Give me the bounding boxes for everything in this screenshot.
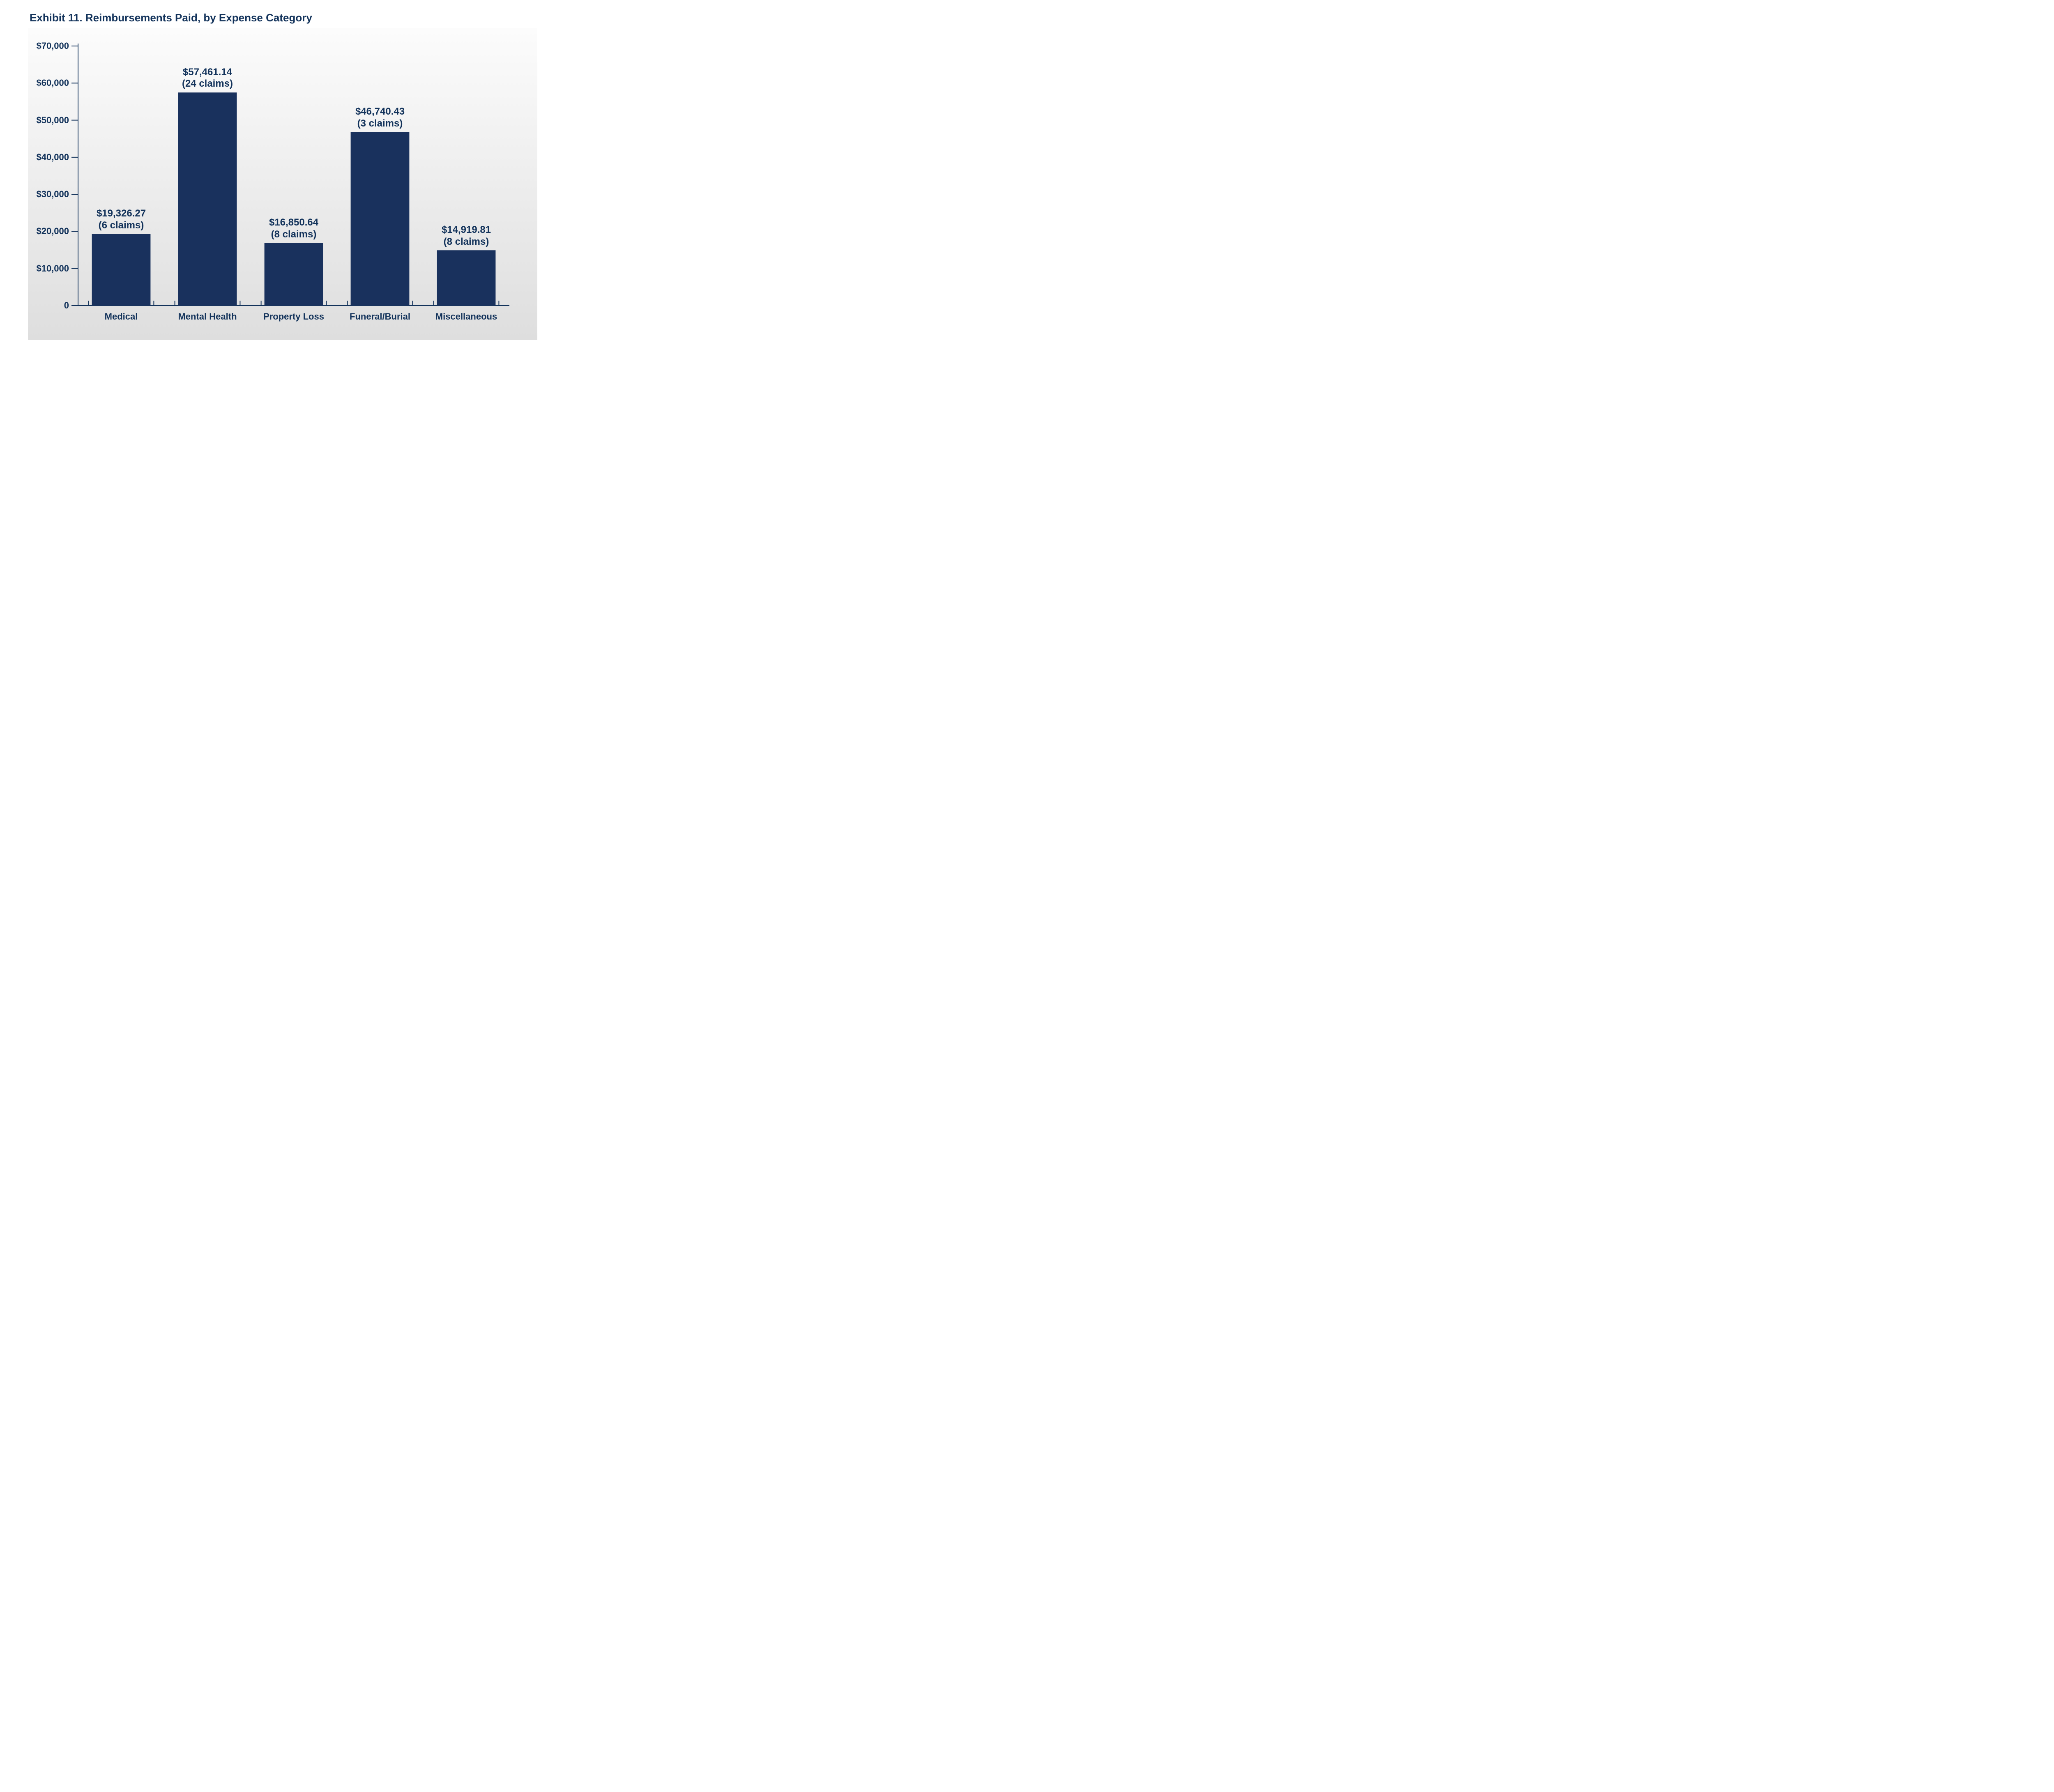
bar-data-label: $14,919.81(8 claims)	[442, 224, 491, 248]
x-category-label: Miscellaneous	[435, 311, 497, 322]
x-category-label: Property Loss	[263, 311, 324, 322]
x-category-label: Funeral/Burial	[350, 311, 410, 322]
y-tick-label: $70,000	[32, 41, 69, 51]
bar-claims-label: (24 claims)	[182, 78, 233, 89]
bar-value-label: $14,919.81	[442, 224, 491, 235]
bar-claims-label: (3 claims)	[357, 118, 403, 129]
bar	[265, 243, 323, 306]
y-tick-label: $10,000	[32, 263, 69, 274]
bar	[178, 92, 237, 306]
y-tick-label: $60,000	[32, 78, 69, 88]
page: Exhibit 11. Reimbursements Paid, by Expe…	[0, 0, 624, 434]
bar-value-label: $46,740.43	[355, 106, 405, 117]
bar	[351, 132, 410, 306]
x-category-label: Medical	[105, 311, 138, 322]
bar-data-label: $46,740.43(3 claims)	[355, 106, 405, 130]
bar-value-label: $16,850.64	[269, 217, 318, 228]
bar-value-label: $57,461.14	[183, 67, 232, 78]
bar-claims-label: (6 claims)	[99, 220, 144, 231]
bar-claims-label: (8 claims)	[271, 229, 317, 240]
y-tick-label: $50,000	[32, 115, 69, 126]
bar-value-label: $19,326.27	[97, 208, 146, 219]
y-tick-label: 0	[32, 300, 69, 311]
bar	[92, 234, 151, 306]
y-tick-label: $40,000	[32, 152, 69, 163]
bar-data-label: $16,850.64(8 claims)	[269, 217, 318, 241]
bar-data-label: $57,461.14(24 claims)	[182, 67, 233, 90]
bar	[437, 250, 496, 306]
bar-claims-label: (8 claims)	[444, 236, 489, 247]
y-tick-label: $30,000	[32, 189, 69, 200]
y-tick-label: $20,000	[32, 226, 69, 237]
x-category-label: Mental Health	[178, 311, 237, 322]
bar-data-label: $19,326.27(6 claims)	[97, 208, 146, 232]
